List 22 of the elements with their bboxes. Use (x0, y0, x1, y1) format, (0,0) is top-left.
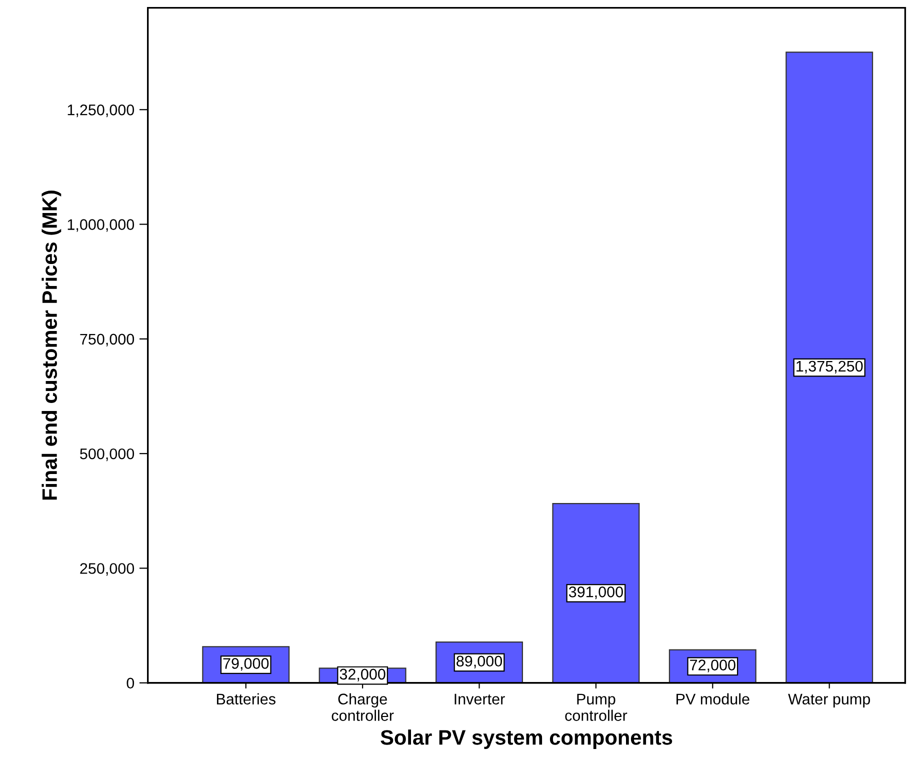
data-label: 32,000 (340, 668, 386, 682)
y-tick-label: 250,000 (80, 563, 134, 576)
x-tick-label: Inverter (454, 694, 505, 705)
data-label: 79,000 (223, 658, 269, 671)
x-tick-label: Batteries (216, 693, 276, 705)
data-label: 72,000 (690, 660, 736, 672)
data-label: 391,000 (568, 586, 623, 600)
y-tick-label: 500,000 (80, 448, 134, 462)
y-tick-label: 750,000 (80, 334, 134, 346)
data-label: 89,000 (456, 656, 502, 668)
y-tick-label: 0 (126, 678, 134, 689)
x-tick-label: Pump controller (565, 694, 628, 721)
x-tick-label: PV module (676, 693, 750, 705)
bar (786, 52, 874, 683)
y-tick-label: 1,250,000 (68, 104, 134, 118)
data-label: 1,375,250 (796, 360, 863, 374)
x-tick-label: Water pump (788, 694, 870, 708)
y-axis-title: Final end customer Prices (MK) (42, 190, 62, 500)
x-tick-label: Charge controller (332, 693, 394, 721)
x-axis-title: Solar PV system components (380, 730, 672, 749)
y-tick-label: 1,000,000 (68, 219, 134, 232)
bar (552, 503, 640, 683)
